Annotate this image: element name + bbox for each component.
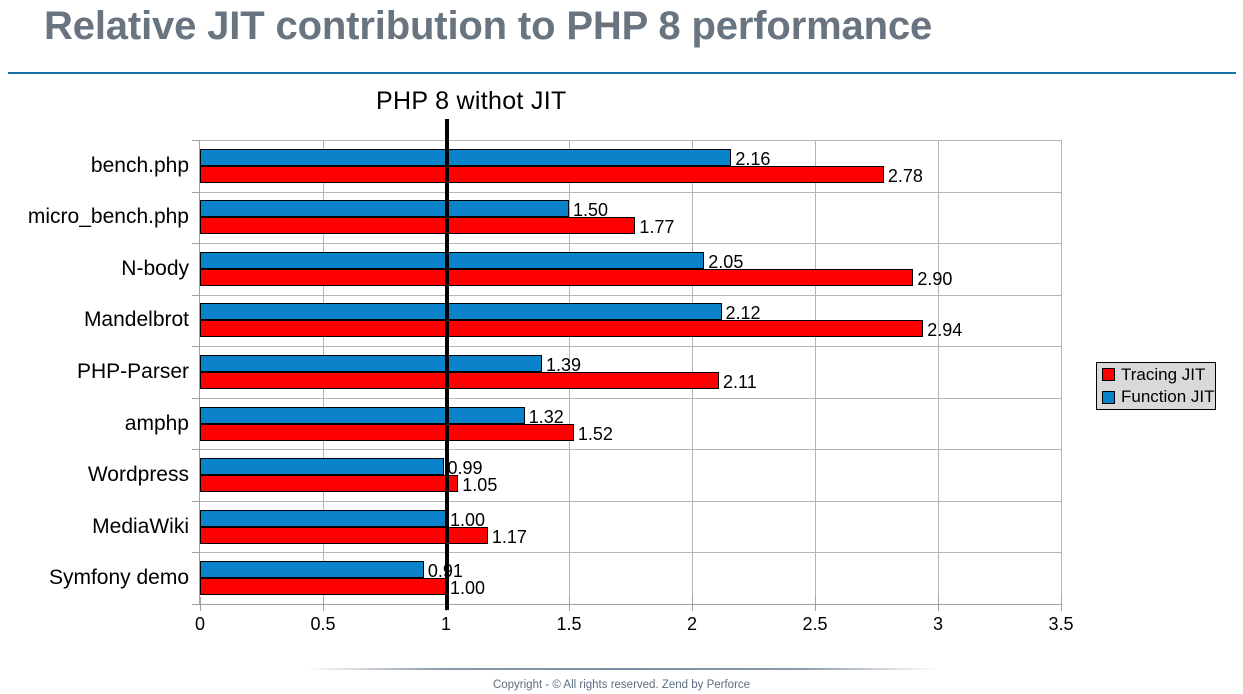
gridline-y	[200, 295, 1061, 296]
category-label: micro_bench.php	[27, 205, 189, 229]
bar-function-jit	[200, 355, 542, 372]
y-axis-tick	[192, 552, 200, 553]
x-axis-tick	[323, 597, 324, 611]
reference-line	[445, 119, 449, 610]
y-axis-tick	[192, 501, 200, 502]
page-title: Relative JIT contribution to PHP 8 perfo…	[44, 4, 933, 48]
gridline-y	[200, 552, 1061, 553]
axis-x	[200, 604, 1061, 605]
bar-function-jit	[200, 303, 722, 321]
legend-label: Function JIT	[1121, 387, 1215, 407]
bar-value-label: 1.00	[450, 509, 486, 530]
category-label: bench.php	[90, 153, 189, 177]
bar-tracing-jit	[200, 475, 459, 493]
legend-swatch-tracing-jit	[1102, 368, 1115, 382]
x-tick-label: 2.5	[802, 613, 828, 634]
reference-line-label: PHP 8 withot JIT	[376, 87, 567, 115]
category-label: N-body	[121, 256, 189, 280]
bar-function-jit	[200, 251, 705, 269]
bar-value-label: 1.39	[545, 355, 581, 375]
bar-function-jit	[200, 148, 732, 166]
bar-value-label: 1.50	[573, 200, 609, 221]
gridline-y	[200, 140, 1061, 141]
category-label: amphp	[124, 411, 189, 435]
gridline-x	[938, 140, 939, 604]
category-label: Mandelbrot	[83, 308, 189, 332]
y-axis-tick	[192, 604, 200, 605]
gridline-x	[1061, 140, 1062, 604]
bar-value-label: 2.11	[723, 372, 757, 392]
x-tick-label: 3	[932, 613, 944, 634]
y-axis-tick	[192, 346, 200, 347]
y-axis-tick	[192, 243, 200, 244]
legend-entry: Tracing JIT	[1097, 364, 1215, 386]
x-axis-tick	[200, 597, 201, 611]
gridline-y	[200, 243, 1061, 244]
bar-value-label: 1.77	[639, 217, 675, 238]
bar-value-label: 1.00	[450, 578, 486, 599]
bar-function-jit	[200, 200, 569, 218]
category-label: Wordpress	[87, 463, 189, 487]
legend-entry: Function JIT	[1097, 386, 1215, 408]
footer-text: Copyright - © All rights reserved. Zend …	[492, 679, 751, 691]
x-axis-tick	[569, 597, 570, 611]
bar-tracing-jit	[200, 578, 446, 596]
bar-tracing-jit	[200, 423, 574, 441]
bar-tracing-jit	[200, 526, 488, 544]
y-axis-tick	[192, 295, 200, 296]
category-label: PHP-Parser	[76, 359, 189, 383]
x-tick-label: 1.5	[556, 613, 582, 634]
bar-value-label: 0.99	[447, 458, 483, 479]
legend-label: Tracing JIT	[1121, 364, 1206, 384]
x-axis-tick	[1061, 597, 1062, 611]
x-axis-tick	[815, 597, 816, 611]
x-axis-tick	[692, 597, 693, 611]
y-axis-tick	[192, 449, 200, 450]
bar-value-label: 2.78	[887, 165, 923, 186]
bar-value-label: 2.05	[708, 251, 744, 272]
legend: Tracing JIT Function JIT	[1096, 362, 1216, 410]
bar-tracing-jit	[200, 320, 924, 338]
bar-function-jit	[200, 458, 444, 476]
bar-value-label: 2.90	[917, 268, 953, 289]
bar-tracing-jit	[200, 217, 636, 235]
y-axis-tick	[192, 398, 200, 399]
bar-value-label: 2.94	[927, 320, 963, 341]
title-underline	[8, 72, 1236, 74]
x-tick-label: 2	[686, 613, 698, 634]
bar-tracing-jit	[200, 372, 720, 389]
gridline-y	[200, 192, 1061, 193]
gridline-x	[815, 140, 816, 604]
bar-tracing-jit	[200, 268, 914, 286]
x-axis-tick	[938, 597, 939, 611]
gridline-y	[200, 398, 1061, 399]
bar-value-label: 2.12	[725, 303, 761, 324]
bar-tracing-jit	[200, 165, 884, 183]
bar-value-label: 2.16	[735, 148, 771, 169]
bar-function-jit	[200, 406, 525, 424]
x-tick-label: 0	[194, 613, 206, 634]
y-axis-tick	[192, 140, 200, 141]
x-tick-label: 3.5	[1048, 613, 1074, 634]
gridline-y	[200, 449, 1061, 450]
axis-y	[199, 140, 200, 604]
bar-value-label: 1.52	[577, 423, 613, 444]
category-label: Symfony demo	[48, 566, 189, 590]
x-tick-label: 0.5	[310, 613, 336, 634]
gridline-y	[200, 346, 1061, 347]
footer-divider	[305, 668, 938, 670]
gridline-y	[200, 501, 1061, 502]
x-tick-label: 1	[440, 613, 452, 634]
legend-swatch-function-jit	[1102, 390, 1115, 404]
bar-function-jit	[200, 509, 446, 527]
bar-value-label: 1.32	[528, 406, 564, 427]
bar-value-label: 1.05	[462, 475, 498, 496]
bar-value-label: 1.17	[491, 526, 527, 547]
y-axis-tick	[192, 192, 200, 193]
bar-function-jit	[200, 561, 424, 579]
category-label: MediaWiki	[92, 514, 189, 538]
